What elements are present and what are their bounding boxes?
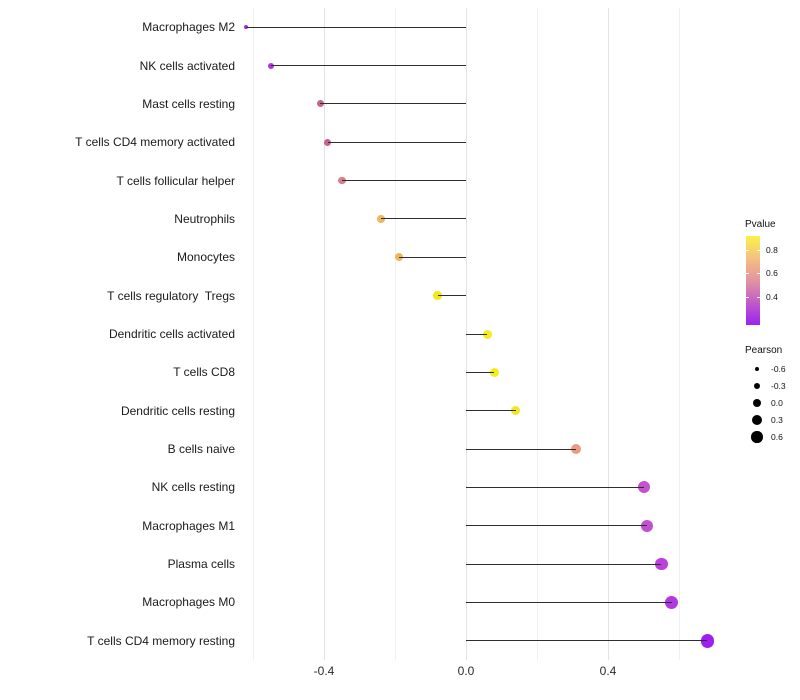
gridline-minor — [679, 8, 680, 660]
lollipop-dot — [665, 595, 679, 609]
x-axis-tick-label: 0.0 — [457, 664, 475, 678]
lollipop-stem — [466, 525, 648, 527]
pvalue-gradient-tick — [746, 250, 749, 251]
pearson-size-dot — [752, 398, 762, 408]
gridline-minor — [395, 8, 396, 660]
lollipop-stem — [466, 333, 488, 335]
y-axis-label: B cells naive — [167, 442, 235, 457]
lollipop-stem — [466, 486, 644, 488]
pvalue-tick-label: 0.4 — [766, 292, 778, 302]
lollipop-stem — [245, 26, 466, 28]
x-axis-tick-label: -0.4 — [313, 664, 335, 678]
y-axis-label: T cells CD4 memory resting — [87, 633, 235, 648]
y-axis-label: Monocytes — [176, 250, 235, 265]
gridline-major — [324, 8, 325, 660]
pearson-size-label: 0.3 — [771, 415, 783, 425]
pearson-legend-title: Pearson — [745, 345, 783, 356]
y-axis-label: NK cells activated — [139, 58, 235, 73]
gridline-minor — [253, 8, 254, 660]
x-axis-tick-label: 0.4 — [599, 664, 617, 678]
y-axis-label: Plasma cells — [167, 557, 235, 572]
pvalue-gradient-tick — [757, 297, 760, 298]
pearson-size-dot — [755, 367, 759, 371]
lollipop-stem — [466, 448, 577, 450]
lollipop-stem — [466, 371, 495, 373]
pearson-size-label: 0.6 — [771, 432, 783, 442]
pearson-size-label: -0.3 — [771, 381, 786, 391]
lollipop-dot — [655, 557, 668, 571]
lollipop-dot — [700, 634, 715, 648]
lollipop-stem — [380, 218, 466, 220]
lollipop-dot — [641, 519, 654, 532]
lollipop-dot — [482, 329, 492, 339]
pvalue-gradient-tick — [746, 273, 749, 274]
y-axis-label: T cells CD8 — [173, 365, 235, 380]
lollipop-stem — [320, 103, 466, 105]
gridline-major — [608, 8, 609, 660]
lollipop-stem — [341, 180, 466, 182]
lollipop-stem — [466, 410, 516, 412]
y-axis-label: Macrophages M0 — [142, 595, 235, 610]
y-axis-label: NK cells resting — [151, 480, 235, 495]
lollipop-dot — [489, 367, 499, 377]
pvalue-gradient-tick — [757, 273, 760, 274]
pvalue-gradient-bar — [746, 236, 760, 325]
pvalue-tick-label: 0.8 — [766, 245, 778, 255]
y-axis-label: Dendritic cells activated — [108, 327, 235, 341]
y-axis-label: Neutrophils — [174, 211, 235, 226]
lollipop-stem — [398, 256, 466, 258]
lollipop-dot — [637, 481, 650, 494]
lollipop-stem — [437, 295, 466, 297]
lollipop-stem — [270, 65, 466, 67]
pvalue-tick-label: 0.6 — [766, 268, 778, 278]
pearson-size-label: 0.0 — [771, 398, 783, 408]
pvalue-gradient-tick — [746, 297, 749, 298]
y-axis-label: Mast cells resting — [142, 96, 235, 111]
pearson-size-dot — [751, 431, 763, 443]
lollipop-dot — [570, 443, 582, 455]
pearson-size-dot — [753, 382, 761, 390]
lollipop-stem — [466, 563, 662, 565]
pvalue-legend-title: Pvalue — [745, 219, 776, 230]
y-axis-label: Dendritic cells resting — [120, 403, 235, 418]
gridline-minor — [537, 8, 538, 660]
y-axis-label: Macrophages M1 — [142, 518, 235, 533]
pvalue-gradient-tick — [757, 250, 760, 251]
y-axis-label: T cells regulatory Tregs — [107, 288, 235, 303]
lollipop-stem — [327, 141, 466, 143]
pearson-size-label: -0.6 — [771, 364, 786, 374]
lollipop-dot — [510, 405, 521, 416]
y-axis-label: Macrophages M2 — [142, 20, 235, 35]
pearson-size-dot — [752, 415, 762, 425]
y-axis-label: T cells CD4 memory activated — [75, 135, 235, 150]
lollipop-stem — [466, 640, 708, 642]
y-axis-label: T cells follicular helper — [116, 173, 236, 188]
plot-panel — [242, 8, 731, 660]
lollipop-stem — [466, 601, 672, 603]
